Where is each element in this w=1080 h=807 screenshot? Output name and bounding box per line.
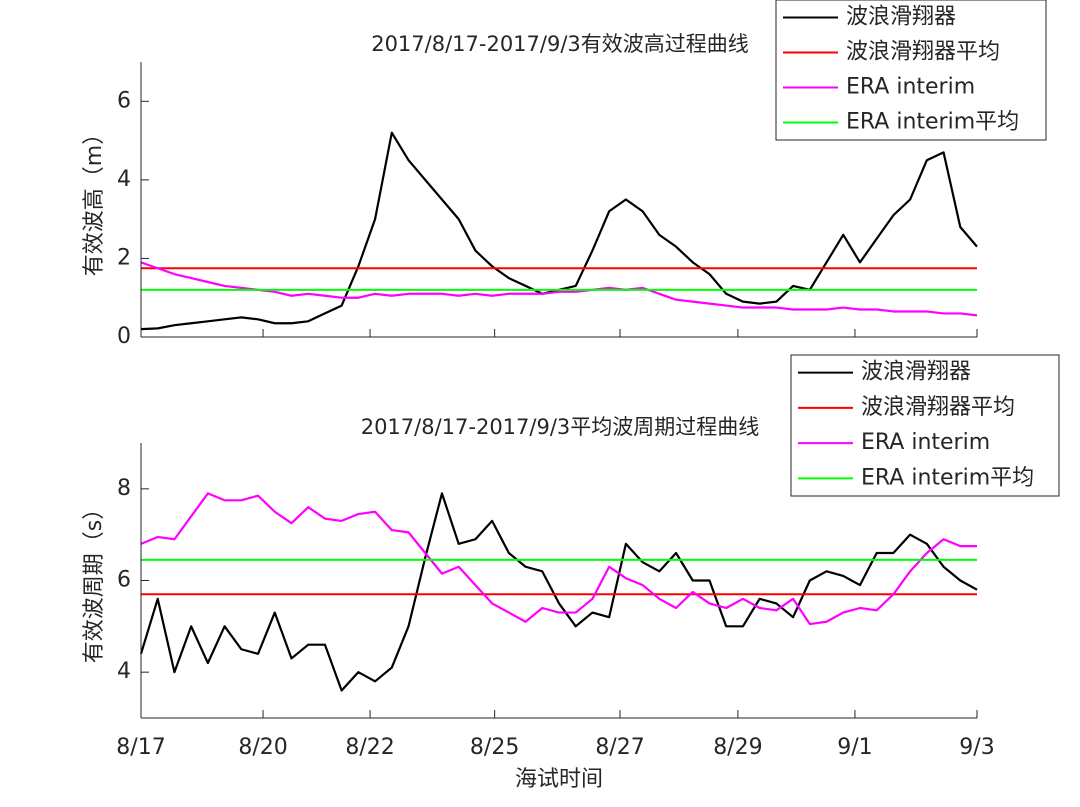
x-tick-label: 8/20 [238, 735, 287, 760]
chart-title: 2017/8/17-2017/9/3有效波高过程曲线 [371, 32, 749, 56]
y-tick-label: 2 [117, 245, 131, 270]
legend-label: ERA interim [861, 430, 990, 455]
series-line [140, 131, 978, 331]
chart-title: 2017/8/17-2017/9/3平均波周期过程曲线 [361, 415, 760, 439]
legend-label: 波浪滑翔器平均 [861, 395, 1015, 420]
legend-label: 波浪滑翔器平均 [846, 40, 1000, 65]
y-tick-label: 0 [117, 324, 131, 349]
x-tick-label: 9/1 [837, 735, 872, 760]
y-tick-label: 4 [117, 659, 131, 684]
y-tick-label: 4 [117, 167, 131, 192]
legend-box [775, 0, 1047, 141]
legend-label: 波浪滑翔器 [861, 360, 971, 385]
series-line [139, 492, 978, 692]
legend-label: ERA interim平均 [861, 465, 1034, 490]
series-line [140, 492, 977, 626]
x-tick-label: 8/22 [345, 735, 394, 760]
legend-box [790, 354, 1060, 497]
legend-label: ERA interim [846, 75, 975, 100]
legend-label: ERA interim平均 [846, 110, 1019, 135]
x-axis-label: 海试时间 [515, 767, 603, 792]
y-axis-label: 有效波周期（s） [82, 498, 107, 663]
y-axis-label: 有效波高（m） [82, 123, 107, 276]
y-tick-label: 6 [117, 88, 131, 113]
series-line [140, 261, 978, 317]
legend-label: 波浪滑翔器 [846, 5, 956, 30]
x-tick-label: 8/25 [470, 735, 519, 760]
y-tick-label: 8 [117, 476, 131, 501]
y-tick-label: 6 [117, 568, 131, 593]
x-tick-label: 8/27 [595, 735, 644, 760]
x-tick-label: 9/3 [959, 735, 994, 760]
x-tick-label: 8/17 [116, 735, 165, 760]
x-tick-label: 8/29 [713, 735, 762, 760]
